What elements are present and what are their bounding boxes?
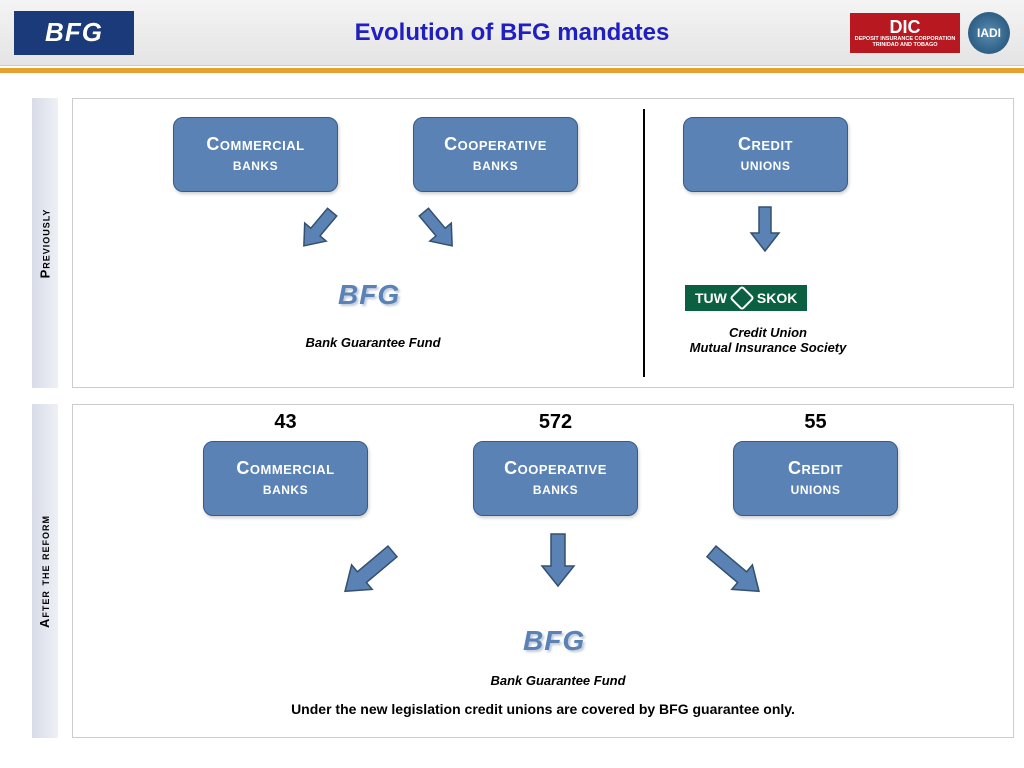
arrow-icon: [408, 199, 468, 259]
header-bar: BFG Evolution of BFG mandates DIC DEPOSI…: [0, 0, 1024, 66]
count-commercial: 43: [203, 411, 368, 434]
arrow-icon: [288, 199, 348, 259]
count-credit-unions: 55: [733, 411, 898, 434]
gear-icon: [729, 285, 754, 310]
panel-after: 43 572 55 Commercialbanks Cooperativeban…: [72, 404, 1014, 738]
page-title: Evolution of BFG mandates: [355, 19, 670, 47]
bfg-caption: Bank Guarantee Fund: [443, 673, 673, 688]
box-cooperative-banks: Cooperativebanks: [473, 441, 638, 516]
tuw-skok-logo: TUW SKOK: [685, 285, 807, 311]
box-cooperative-banks: Cooperativebanks: [413, 117, 578, 192]
accent-bar: [0, 68, 1024, 73]
bfg-logo: BFG: [14, 11, 134, 55]
box-commercial-banks: Commercialbanks: [173, 117, 338, 192]
arrow-icon: [323, 527, 413, 617]
box-credit-unions: Creditunions: [683, 117, 848, 192]
iadi-logo: IADI: [968, 12, 1010, 54]
partner-logos: DIC DEPOSIT INSURANCE CORPORATION TRINID…: [850, 12, 1010, 54]
arrow-icon: [691, 527, 781, 617]
bfg-caption: Bank Guarantee Fund: [258, 335, 488, 350]
section-after-reform: After the reform 43 572 55 Commercialban…: [32, 404, 1014, 738]
box-commercial-banks: Commercialbanks: [203, 441, 368, 516]
footer-note: Under the new legislation credit unions …: [73, 701, 1013, 717]
tuw-target: TUW SKOK: [685, 285, 807, 311]
dic-logo: DIC DEPOSIT INSURANCE CORPORATION TRINID…: [850, 13, 960, 53]
count-cooperative: 572: [473, 411, 638, 434]
vertical-divider: [643, 109, 645, 377]
bfg-target: BFG: [523, 625, 585, 657]
box-credit-unions: Creditunions: [733, 441, 898, 516]
bfg-target: BFG: [338, 279, 400, 311]
side-label-after: After the reform: [32, 404, 58, 738]
panel-previously: Commercialbanks Cooperativebanks Creditu…: [72, 98, 1014, 388]
bfg-mini-logo: BFG: [338, 279, 400, 311]
arrow-icon: [735, 199, 795, 259]
arrow-icon: [523, 525, 593, 595]
tuw-caption: Credit Union Mutual Insurance Society: [653, 325, 883, 355]
section-previously: Previously Commercialbanks Cooperativeba…: [32, 98, 1014, 388]
bfg-mini-logo: BFG: [523, 625, 585, 657]
side-label-previously: Previously: [32, 98, 58, 388]
